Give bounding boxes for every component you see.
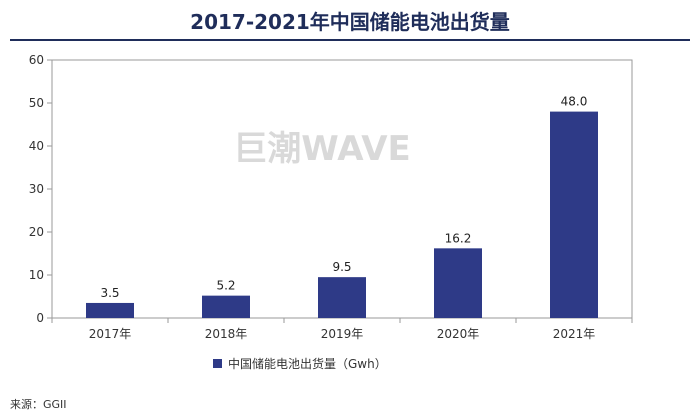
title-divider (10, 39, 690, 41)
data-label: 3.5 (100, 286, 119, 300)
bar (202, 295, 250, 318)
data-label: 5.2 (216, 279, 235, 293)
x-tick-label: 2019年 (321, 327, 364, 341)
data-label: 16.2 (445, 231, 472, 245)
bar (434, 248, 482, 318)
y-tick-label: 20 (29, 225, 44, 239)
bar (550, 111, 598, 318)
y-tick-label: 60 (29, 53, 44, 67)
legend-label: 中国储能电池出货量（Gwh） (228, 356, 387, 371)
x-tick-label: 2017年 (89, 327, 132, 341)
watermark: 巨潮WAVE (233, 129, 411, 169)
x-tick-label: 2021年 (553, 327, 596, 341)
y-tick-label: 50 (29, 96, 44, 110)
y-tick-label: 40 (29, 139, 44, 153)
data-label: 48.0 (561, 95, 588, 109)
legend-swatch (213, 359, 222, 368)
y-tick-label: 30 (29, 182, 44, 196)
bar (86, 302, 134, 318)
bar (318, 277, 366, 318)
x-tick-label: 2020年 (437, 327, 480, 341)
source-note: 来源：GGII (10, 398, 67, 411)
data-label: 9.5 (332, 260, 351, 274)
y-tick-label: 10 (29, 268, 44, 282)
chart-title: 2017-2021年中国储能电池出货量 (190, 10, 510, 34)
x-tick-label: 2018年 (205, 327, 248, 341)
y-tick-label: 0 (36, 311, 44, 325)
